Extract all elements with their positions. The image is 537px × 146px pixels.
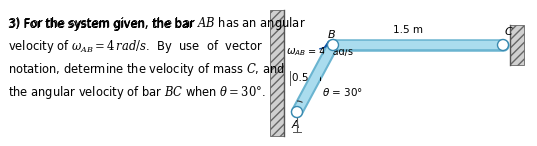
Text: $\theta$ = 30°: $\theta$ = 30°	[322, 86, 363, 98]
Text: velocity of $\omega_{AB} = 4\,rad/s$.  By  use  of  vector: velocity of $\omega_{AB} = 4\,rad/s$. By…	[8, 38, 263, 55]
Text: 0.5 m: 0.5 m	[292, 73, 322, 83]
Circle shape	[328, 40, 338, 51]
Text: C: C	[505, 27, 513, 37]
Text: notation, determine the velocity of mass $C$, and: notation, determine the velocity of mass…	[8, 61, 285, 78]
Text: 3) For the system given, the bar: 3) For the system given, the bar	[8, 18, 197, 31]
Bar	[510, 25, 524, 65]
Text: 1.5 m: 1.5 m	[393, 25, 423, 35]
Circle shape	[292, 106, 302, 118]
Text: B: B	[328, 30, 336, 40]
Circle shape	[497, 40, 509, 51]
Text: the angular velocity of bar $BC$ when $\theta = 30°$.: the angular velocity of bar $BC$ when $\…	[8, 84, 265, 101]
Text: $\omega_{AB}$: $\omega_{AB}$	[286, 46, 306, 58]
Bar	[270, 10, 284, 136]
Text: 3) For the system given, the bar: 3) For the system given, the bar	[8, 18, 197, 31]
Text: = 4 rad/s: = 4 rad/s	[308, 47, 353, 57]
Text: 3) For the system given, the bar $AB$ has an angular: 3) For the system given, the bar $AB$ ha…	[8, 15, 306, 32]
Text: A: A	[291, 120, 299, 130]
